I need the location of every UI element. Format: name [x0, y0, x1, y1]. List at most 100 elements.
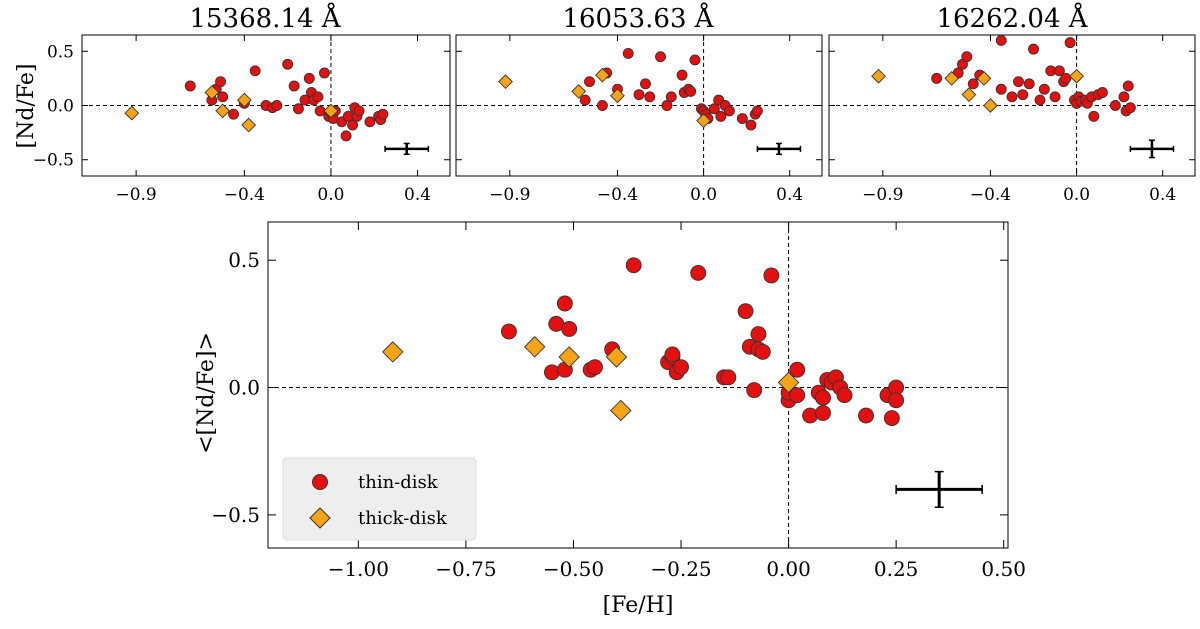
point-thin-disk — [596, 100, 608, 111]
error-bar — [1129, 139, 1175, 159]
point-thin-disk — [293, 103, 304, 115]
x-tick-label: −0.4 — [224, 185, 265, 205]
point-thin-disk — [967, 78, 979, 90]
point-thin-disk — [364, 116, 376, 128]
point-thin-disk — [789, 387, 806, 404]
x-tick-label: −0.9 — [862, 185, 903, 205]
point-thin-disk — [961, 51, 973, 63]
y-tick-label: 0.5 — [47, 42, 74, 62]
point-thin-disk — [664, 346, 681, 363]
point-thin-disk — [544, 364, 560, 381]
point-thin-disk — [640, 78, 651, 90]
point-thin-disk — [715, 110, 727, 122]
point-thin-disk — [633, 89, 645, 101]
legend: thin-disk thick-disk — [282, 457, 477, 541]
point-thin-disk — [1124, 102, 1136, 114]
point-thick-disk — [571, 84, 587, 99]
point-thin-disk — [723, 105, 735, 117]
x-tick-label: 0.0 — [317, 185, 344, 205]
x-tick-label: 0.4 — [404, 185, 431, 205]
x-tick-label: 0.4 — [776, 185, 803, 205]
point-thin-disk — [676, 69, 688, 81]
panel-16053: 16053.63 Å −0.9 −0.4 0.0 0.4 — [455, 2, 823, 205]
point-thick-disk — [1069, 68, 1084, 84]
y-tick-label: 0.0 — [228, 376, 260, 400]
point-thin-disk — [745, 119, 757, 131]
error-bar — [756, 142, 802, 156]
point-thick-disk — [124, 105, 140, 121]
error-bar — [895, 470, 983, 508]
legend-label-thin-disk: thin-disk — [358, 472, 439, 493]
point-thin-disk — [1064, 37, 1076, 49]
point-thin-disk — [184, 80, 196, 92]
point-thin-disk — [625, 257, 642, 274]
panel-title: 15368.14 Å — [189, 2, 341, 34]
point-thin-disk — [1023, 78, 1035, 90]
point-thick-disk — [696, 113, 711, 129]
x-tick-label: 0.0 — [690, 185, 717, 205]
panel-title: 16053.63 Å — [562, 2, 714, 34]
point-thin-disk — [282, 58, 294, 70]
point-thick-disk — [605, 346, 628, 368]
y-tick-label: 0.5 — [228, 248, 260, 272]
point-thick-disk — [498, 74, 513, 90]
point-thin-disk — [995, 83, 1007, 95]
y-axis-label: <[Nd/Fe]> — [194, 332, 219, 454]
point-thin-disk — [750, 326, 767, 343]
point-thick-disk — [215, 103, 231, 119]
point-thick-disk — [871, 68, 886, 84]
point-thin-disk — [746, 382, 763, 399]
point-thin-disk — [215, 76, 226, 88]
y-tick-label: −0.5 — [211, 503, 260, 527]
point-thin-disk — [737, 303, 754, 320]
point-thin-disk — [720, 369, 737, 386]
point-thin-disk — [995, 34, 1007, 46]
y-tick-label: −0.5 — [33, 151, 74, 171]
point-thin-disk — [556, 295, 573, 312]
point-thin-disk — [815, 405, 831, 421]
point-thin-disk — [1109, 100, 1121, 111]
point-thin-disk — [312, 91, 324, 103]
point-thin-disk — [353, 105, 365, 117]
x-tick-label: 0.25 — [874, 557, 919, 581]
point-thin-disk — [584, 76, 595, 88]
point-thin-disk — [377, 108, 389, 120]
point-thin-disk — [689, 54, 701, 66]
point-thick-disk — [610, 88, 625, 104]
point-thin-disk — [685, 85, 697, 97]
point-thin-disk — [1038, 83, 1050, 95]
point-thin-disk — [1088, 110, 1100, 122]
point-thick-disk — [595, 67, 610, 83]
point-thin-disk — [340, 130, 352, 142]
point-thin-disk — [858, 407, 874, 424]
point-thick-disk — [944, 70, 960, 86]
point-thin-disk — [587, 359, 603, 376]
point-thick-disk — [323, 103, 339, 119]
point-thin-disk — [303, 72, 315, 84]
x-tick-label: 0.00 — [766, 557, 811, 581]
point-thin-disk — [673, 359, 689, 376]
point-thin-disk — [836, 387, 853, 404]
x-tick-label: −0.4 — [970, 185, 1011, 205]
x-tick-label: −0.4 — [597, 185, 638, 205]
x-tick-label: −0.50 — [543, 557, 604, 581]
point-thin-disk — [271, 100, 283, 111]
point-thin-disk — [1053, 65, 1065, 77]
point-thick-disk — [382, 341, 404, 363]
point-thin-disk — [708, 103, 720, 115]
point-thin-disk — [1017, 89, 1029, 101]
point-thick-disk — [961, 87, 977, 103]
point-thin-disk — [661, 100, 673, 111]
point-thick-disk — [976, 70, 992, 86]
point-thin-disk — [815, 389, 831, 406]
point-thin-disk — [655, 51, 666, 63]
point-thick-disk — [523, 336, 546, 358]
point-thin-disk — [1028, 43, 1039, 55]
point-thin-disk — [1060, 72, 1072, 84]
point-thick-disk — [983, 98, 998, 113]
point-thin-disk — [217, 91, 229, 103]
point-thin-disk — [751, 105, 763, 117]
point-thick-disk — [241, 117, 257, 133]
legend-marker-thin-disk — [312, 474, 328, 490]
